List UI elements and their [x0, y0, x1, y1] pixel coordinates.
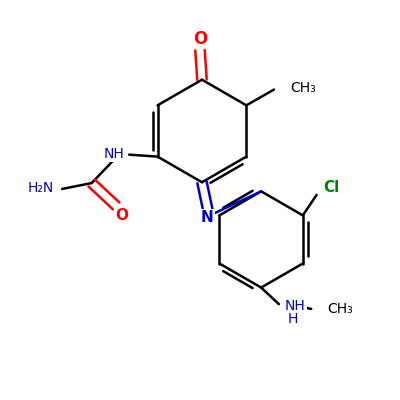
Text: H: H — [288, 312, 298, 326]
Text: NH: NH — [104, 147, 124, 161]
Text: N: N — [201, 210, 214, 225]
Text: O: O — [116, 208, 128, 223]
Text: CH₃: CH₃ — [327, 302, 353, 316]
Text: NH: NH — [285, 299, 306, 313]
Text: CH₃: CH₃ — [290, 80, 316, 94]
Text: H₂N: H₂N — [27, 181, 54, 195]
Text: O: O — [193, 30, 207, 48]
Text: Cl: Cl — [324, 180, 340, 195]
